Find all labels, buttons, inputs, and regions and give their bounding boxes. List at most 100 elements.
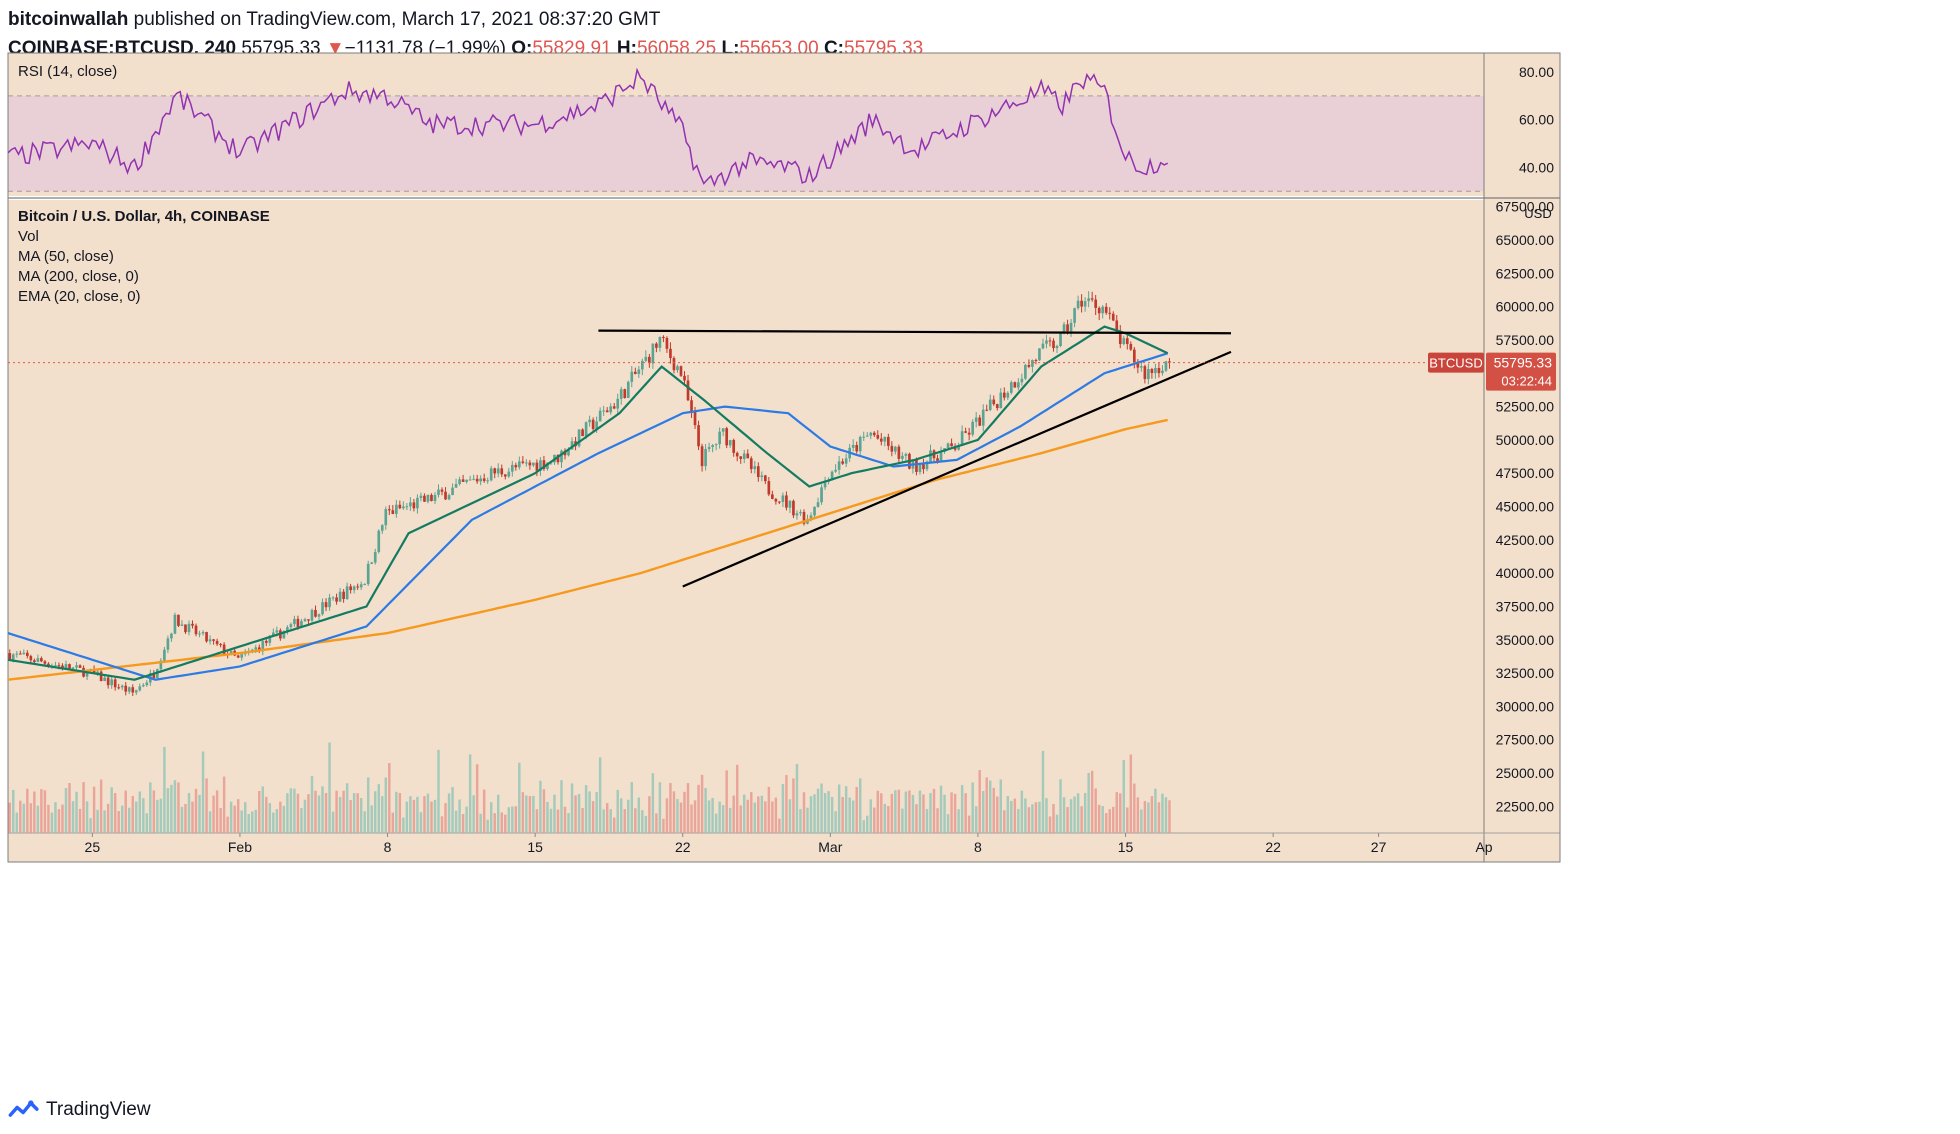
author-name[interactable]: bitcoinwallah	[8, 9, 129, 30]
candle	[978, 417, 982, 426]
candle	[310, 609, 314, 621]
volume-bar	[1129, 754, 1133, 833]
price-tick-label: 57500.00	[1496, 332, 1555, 348]
volume-bar	[247, 814, 250, 833]
volume-bar	[384, 777, 388, 833]
candle	[447, 495, 451, 500]
candle	[1045, 340, 1048, 344]
volume-bar	[458, 799, 461, 833]
volume-bar	[497, 794, 500, 833]
candle	[314, 609, 317, 617]
candle	[869, 432, 873, 436]
price-tick-label: 32500.00	[1496, 665, 1555, 681]
price-tick-label: 25000.00	[1496, 765, 1555, 781]
volume-bar	[1027, 807, 1031, 833]
volume-bar	[99, 779, 103, 833]
volume-bar	[967, 815, 971, 833]
candle	[528, 462, 532, 466]
volume-bar	[1122, 760, 1126, 833]
volume-bar	[739, 805, 742, 833]
volume-bar	[989, 780, 992, 833]
volume-bar	[866, 815, 869, 833]
candle	[686, 380, 690, 401]
volume-bar	[1020, 790, 1024, 833]
volume-bar	[275, 809, 279, 833]
candle	[697, 425, 700, 447]
volume-bar	[500, 812, 503, 833]
candle	[380, 525, 384, 531]
volume-bar	[950, 792, 953, 833]
candle	[841, 461, 844, 464]
candle	[194, 625, 198, 635]
volume-bar	[1013, 798, 1017, 833]
candle	[823, 481, 827, 488]
candle	[858, 436, 862, 452]
candle	[335, 597, 338, 602]
countdown-tag: 03:22:44	[1501, 374, 1552, 389]
volume-bar	[489, 802, 493, 833]
candle	[352, 586, 356, 591]
candle	[113, 679, 117, 688]
candle	[718, 431, 721, 445]
price-chart[interactable]: 80.00 60.00 40.00 RSI (14, close) 67500.00 65…	[0, 0, 1960, 1090]
candle	[124, 685, 128, 692]
price-tag: 55795.33	[1494, 355, 1553, 371]
candle	[426, 494, 430, 502]
candle	[672, 358, 676, 371]
volume-bar	[310, 776, 314, 833]
candle	[904, 453, 908, 456]
tradingview-logo-icon[interactable]	[8, 1098, 40, 1122]
candle	[1087, 298, 1090, 302]
x-tick-label: 25	[85, 839, 101, 855]
volume-bar	[858, 778, 862, 833]
candle	[539, 460, 542, 471]
volume-bar	[29, 803, 33, 833]
volume-bar	[293, 788, 296, 833]
volume-bar	[1066, 807, 1069, 833]
volume-bar	[377, 784, 380, 833]
volume-bar	[106, 803, 110, 833]
volume-bar	[1080, 806, 1083, 833]
candle	[651, 343, 655, 364]
candle	[813, 506, 816, 516]
volume-bar	[598, 757, 602, 833]
volume-bar	[272, 812, 275, 833]
candle	[732, 440, 736, 453]
volume-bar	[335, 790, 338, 833]
ema20-line	[7, 325, 1169, 681]
candle	[229, 650, 233, 655]
candle	[433, 494, 437, 502]
volume-bar	[1087, 772, 1090, 833]
volume-bar	[405, 801, 409, 833]
volume-bar	[514, 806, 518, 833]
volume-bar	[837, 784, 841, 833]
volume-bar	[208, 811, 212, 833]
price-tick-label: 52500.00	[1496, 399, 1555, 415]
volume-bar	[50, 812, 54, 833]
candle	[25, 652, 29, 657]
candle	[75, 665, 78, 668]
candle	[704, 448, 707, 467]
volume-bar	[711, 797, 714, 833]
volume-bar	[1126, 807, 1129, 833]
candle	[988, 399, 992, 410]
candle	[781, 495, 785, 502]
candle	[366, 563, 370, 585]
candle	[177, 614, 180, 626]
trendline-resistance	[598, 329, 1231, 335]
volume-bar	[943, 794, 946, 833]
volume-bar	[672, 791, 676, 833]
candle	[134, 690, 138, 693]
volume-bar	[735, 764, 739, 833]
candle	[479, 478, 483, 482]
candle	[391, 510, 395, 514]
volume-bar	[974, 806, 978, 833]
volume-bar	[226, 816, 229, 833]
tradingview-brand[interactable]: TradingView	[46, 1099, 151, 1120]
volume-bar	[890, 793, 894, 833]
candle	[595, 421, 598, 429]
volume-bar	[156, 799, 159, 833]
volume-bar	[686, 783, 690, 833]
volume-bar	[258, 790, 261, 833]
volume-bar	[627, 799, 630, 833]
